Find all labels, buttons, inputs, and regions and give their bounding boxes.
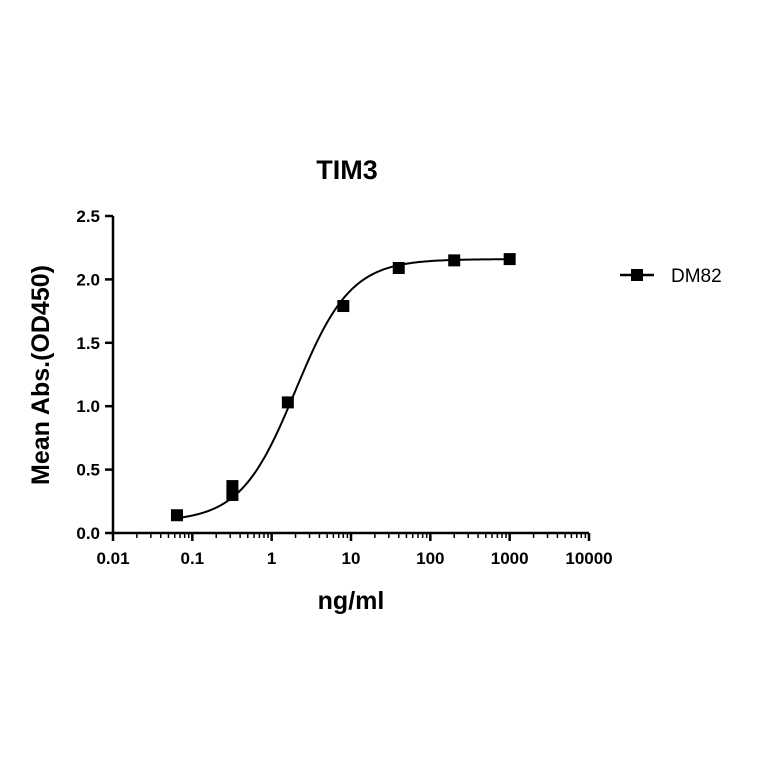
y-tick-label: 1.0 [76,397,100,416]
y-tick-label: 2.0 [76,270,100,289]
x-tick-label: 100 [416,549,444,568]
x-ticks: 0.01 0.1 1 10 100 1000 10000 [96,533,613,568]
data-point [226,480,239,493]
x-tick-label: 10 [342,549,361,568]
x-tick-label: 10000 [565,549,612,568]
y-tick-label: 0.5 [76,461,100,480]
x-tick-label: 0.01 [96,549,129,568]
data-point [448,254,461,267]
y-axis-label: Mean Abs.(OD450) [27,265,55,485]
chart-title: TIM3 [316,155,378,185]
data-point [281,396,294,409]
data-point [392,261,405,274]
x-axis-label: ng/ml [318,587,385,615]
x-tick-label: 1000 [491,549,529,568]
plot-area: 0.0 0.5 1.0 1.5 2.0 2.5 0.01 0.1 1 10 100 1000 1000… [76,207,612,568]
y-tick-label: 1.5 [76,334,100,353]
data-point [503,253,516,266]
data-point [170,509,183,522]
data-point [337,300,350,313]
y-tick-label: 0.0 [76,524,100,543]
y-ticks: 0.0 0.5 1.0 1.5 2.0 2.5 [76,207,113,543]
data-points [170,253,516,522]
fit-curve-dm82 [176,258,510,520]
legend-label: DM82 [671,266,722,287]
x-tick-label: 1 [267,549,276,568]
legend-marker [631,269,643,281]
legend: DM82 [620,266,722,287]
x-tick-label: 0.1 [181,549,205,568]
y-tick-label: 2.5 [76,207,100,226]
